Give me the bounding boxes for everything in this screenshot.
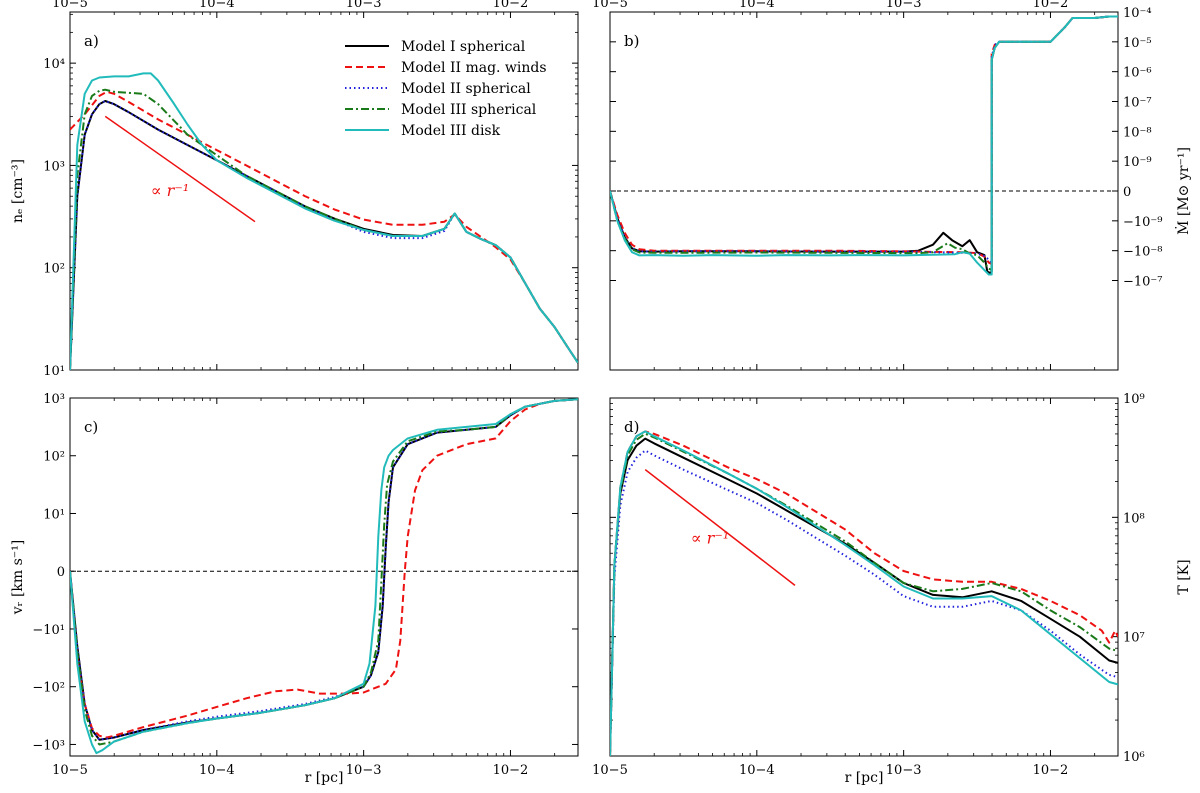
panel-label: a): [84, 32, 99, 50]
panel-c: 10−5 10−4 10−3 10−2 10³ 10² 10¹ 0 −10¹ −10² −10³ vᵣ…: [10, 392, 579, 786]
legend: Model I spherical Model II mag. winds Mode…: [345, 39, 547, 139]
x-tick-label-bottom: 10−4: [199, 763, 235, 778]
panel-label: b): [624, 32, 639, 50]
series-line-model-ii-mag-winds: [610, 430, 1118, 756]
x-tick-label-top: 10−4: [739, 0, 775, 11]
y-tick-label-right: 10⁹: [1123, 392, 1145, 407]
x-tick-label-top: 10−3: [346, 0, 382, 11]
y-tick-label-right: 10⁻⁵: [1123, 36, 1152, 51]
legend-entry: Model II spherical: [401, 81, 531, 97]
series-line-model-iii-disk: [70, 398, 578, 755]
x-tick-label-bottom: 10−3: [886, 763, 922, 778]
series-line-model-iii-spherical: [610, 15, 1118, 272]
y-tick-label-left: 10⁴: [43, 57, 65, 72]
series-line-model-iii-spherical: [610, 432, 1118, 756]
slope-annotation: ∝ r⁻¹: [691, 529, 729, 548]
y-tick-label-left: 10¹: [43, 364, 65, 379]
series-line-model-ii-spherical: [70, 100, 578, 370]
y-tick-label-right: 10⁻⁸: [1123, 125, 1152, 140]
y-tick-label-right: 10⁸: [1123, 511, 1145, 526]
y-tick-label-left: −10¹: [32, 623, 65, 638]
y-tick-label-right: 10⁶: [1123, 750, 1145, 765]
slope-guide-line: [644, 469, 796, 586]
y-tick-label-right: 0: [1123, 185, 1131, 200]
y-tick-label-right: −10⁻⁷: [1123, 275, 1163, 290]
series-line-model-iii-spherical: [70, 398, 578, 746]
legend-entry: Model II mag. winds: [401, 60, 547, 76]
y-axis-label: nₑ [cm⁻³]: [10, 159, 26, 223]
y-tick-label-left: 10³: [43, 159, 65, 174]
x-tick-label-bottom: 10−5: [52, 763, 88, 778]
series-line-model-iii-spherical: [70, 88, 578, 370]
series-group: [70, 398, 578, 755]
x-tick-label-bottom: 10−3: [346, 763, 382, 778]
series-line-model-ii-spherical: [70, 398, 578, 741]
panel-label: d): [624, 418, 639, 436]
series-line-model-iii-disk: [70, 72, 578, 370]
x-tick-label-bottom: 10−4: [739, 763, 775, 778]
series-line-model-i-spherical: [610, 437, 1118, 756]
legend-entry: Model I spherical: [401, 39, 526, 55]
x-tick-label-bottom: 10−5: [592, 763, 628, 778]
y-tick-label-left: −10³: [32, 738, 65, 753]
series-line-model-ii-spherical: [610, 15, 1118, 264]
panel-label: c): [84, 418, 98, 436]
panel-a: 10−5 10−4 10−3 10−2 10¹ 10² 10³ 10⁴ nₑ [cm⁻³] a) ∝…: [10, 0, 579, 379]
y-tick-label-right: 10⁻⁶: [1123, 66, 1152, 81]
plot-frame: [609, 397, 1119, 757]
series-line-model-i-spherical: [610, 15, 1118, 274]
slope-guide-line: [104, 115, 256, 223]
x-axis-label: r [pc]: [845, 770, 884, 786]
series-group: [610, 15, 1118, 276]
y-tick-label-right: −10⁻⁸: [1123, 245, 1163, 260]
series-line-model-iii-disk: [610, 430, 1118, 756]
series-line-model-ii-mag-winds: [610, 15, 1118, 266]
legend-entry: Model III disk: [401, 123, 501, 139]
y-tick-label-left: 10²: [43, 262, 65, 277]
y-tick-label-right: 10⁷: [1123, 631, 1145, 646]
series-group: [70, 72, 578, 370]
series-line-model-i-spherical: [70, 398, 578, 741]
slope-annotation: ∝ r⁻¹: [151, 181, 189, 200]
plot-frame: [69, 397, 579, 757]
y-tick-label-right: 10⁻⁴: [1123, 6, 1152, 21]
y-tick-label-left: 10²: [43, 450, 65, 465]
x-tick-label-top: 10−5: [592, 0, 628, 11]
legend-entry: Model III spherical: [401, 102, 537, 118]
x-tick-label-top: 10−2: [493, 0, 529, 11]
panel-b: 10−5 10−4 10−3 10−2 10⁻⁴ 10⁻⁵ 10⁻⁶ 10⁻⁷ 10⁻⁸ 10⁻⁹…: [592, 0, 1192, 371]
series-line-model-ii-mag-winds: [70, 90, 578, 364]
series-group: [610, 430, 1118, 756]
y-axis-label: T [K]: [1176, 559, 1192, 594]
panel-d: 10−5 10−4 10−3 10−2 10⁹ 10⁸ 10⁷ 10⁶ T [K] r [pc] d…: [592, 392, 1192, 786]
y-tick-label-left: 0: [57, 565, 65, 580]
series-line-model-ii-spherical: [610, 449, 1118, 756]
x-tick-label-top: 10−4: [199, 0, 235, 11]
y-tick-label-left: 10³: [43, 392, 65, 407]
plot-frame: [69, 11, 579, 371]
x-axis-label: r [pc]: [305, 770, 344, 786]
y-tick-label-right: 10⁻⁷: [1123, 96, 1152, 111]
y-axis-label: Ṁ [M⊙ yr⁻¹]: [1174, 147, 1192, 235]
y-tick-label-left: 10¹: [43, 507, 65, 522]
x-tick-label-top: 10−5: [52, 0, 88, 11]
y-tick-label-right: −10⁻⁹: [1123, 215, 1163, 230]
y-tick-label-right: 10⁻⁹: [1123, 155, 1152, 170]
x-tick-label-bottom: 10−2: [1033, 763, 1069, 778]
series-line-model-iii-disk: [610, 15, 1118, 276]
series-line-model-ii-mag-winds: [70, 398, 578, 739]
series-line-model-i-spherical: [70, 100, 578, 370]
y-axis-label: vᵣ [km s⁻¹]: [10, 540, 26, 616]
x-tick-label-bottom: 10−2: [493, 763, 529, 778]
x-tick-label-top: 10−2: [1033, 0, 1069, 11]
y-tick-label-left: −10²: [32, 681, 65, 696]
x-tick-label-top: 10−3: [886, 0, 922, 11]
